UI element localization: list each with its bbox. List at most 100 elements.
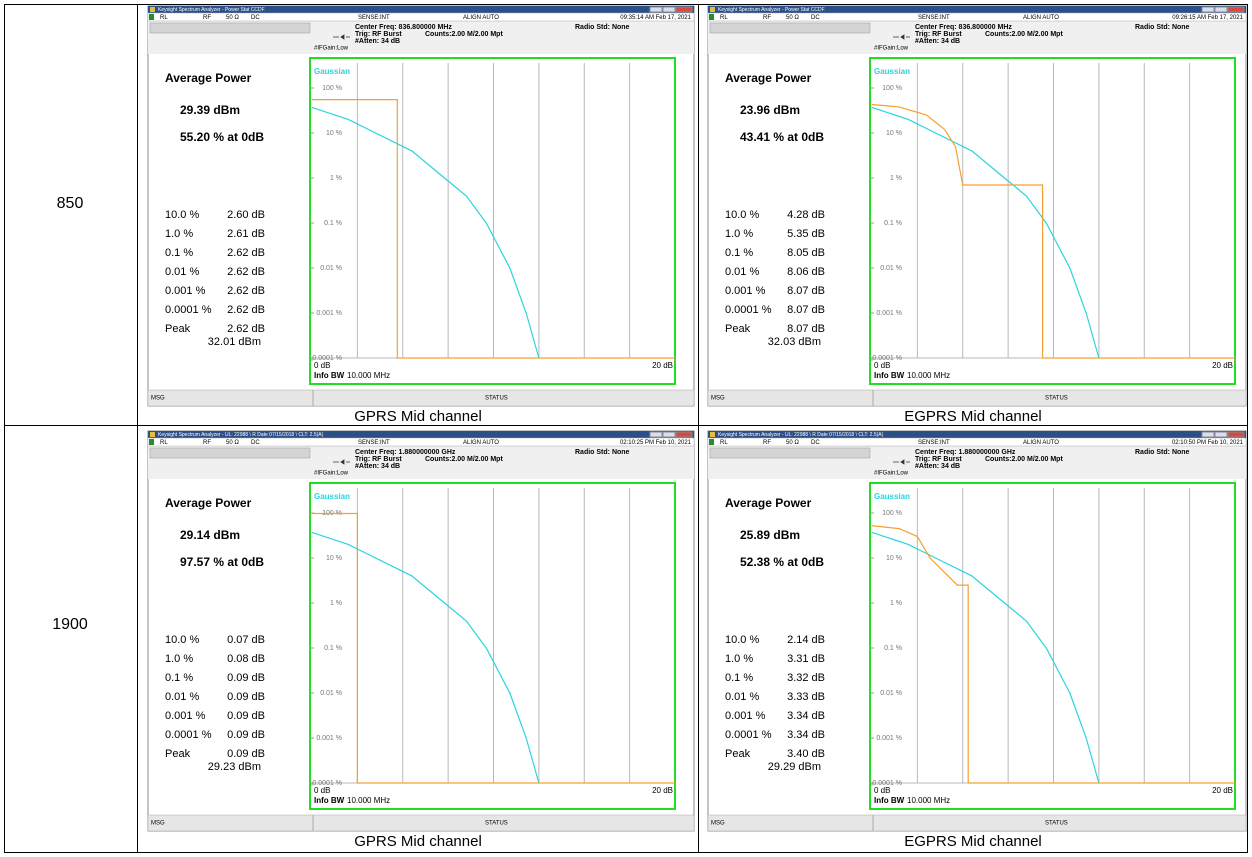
stat-db: 0.09 dB [227,691,265,703]
stat-db: 0.09 dB [227,672,265,684]
setting: Counts:2.00 M/2.00 Mpt [425,31,503,38]
setting: Trig: RF Burst [915,31,962,38]
y-tick-label: 100 % [322,85,342,92]
stat-percent: 0.0001 % [165,729,212,741]
legend-entry: Gaussian [874,492,910,501]
peak-db: 2.62 dB [227,323,265,335]
stat-percent: 1.0 % [725,228,753,240]
y-tick-label: 0.01 % [880,690,902,697]
stat-db: 8.05 dB [787,247,825,259]
status-row [707,437,1247,447]
y-tick-label: 0.0001 % [872,780,902,787]
window-button [1227,6,1245,13]
result-value: 25.89 dBm [740,528,800,542]
trace [871,525,1235,784]
setting: Center Freq: 836.800000 MHz [355,24,452,31]
status-text: 50 Ω [786,15,799,21]
status-bar [147,814,695,832]
msg: MSG [711,396,725,402]
legend-entry: Gaussian [314,492,350,501]
stat-db: 2.62 dB [227,266,265,278]
status-text: RL [720,15,728,21]
stat-percent: 0.01 % [725,266,759,278]
status-row [707,12,1247,22]
stat-percent: 0.1 % [725,672,753,684]
y-tick-label: 100 % [882,85,902,92]
x-tick-label: 20 dB [652,786,673,795]
peak-label: Peak [725,748,751,760]
peak-label: Peak [725,323,751,335]
peak-dbm: 29.23 dBm [208,761,261,773]
input-box [709,447,871,459]
status-text: RL [160,440,168,446]
status-text: SENSE:INT [358,440,390,446]
trace [871,103,1235,359]
stat-percent: 10.0 % [165,209,199,221]
status-text: 50 Ω [786,440,799,446]
result-value: 97.57 % at 0dB [180,555,264,569]
setting: Radio Std: None [1135,24,1190,31]
setting: #Atten: 34 dB [915,463,960,470]
row-label: 850 [57,195,84,212]
stat-db: 0.09 dB [227,729,265,741]
peak-db: 3.40 dB [787,748,825,760]
plot-frame [309,482,676,810]
stat-db: 3.31 dB [787,653,825,665]
y-tick-label: 1 % [330,600,342,607]
result-value: 52.38 % at 0dB [740,555,824,569]
status-text: RL [720,440,728,446]
input-box [149,447,311,459]
status-bar [707,389,1247,407]
trace [312,99,675,359]
setting: #IFGain:Low [314,46,349,52]
window-button [649,6,663,13]
setting: Radio Std: None [575,449,630,456]
y-tick-label: 10 % [886,555,902,562]
stat-percent: 0.001 % [725,710,766,722]
setting: Radio Std: None [575,24,630,31]
plot-frame [869,482,1236,810]
x-tick-label: 20 dB [1212,361,1233,370]
peak-db: 8.07 dB [787,323,825,335]
y-tick-label: 0.01 % [880,265,902,272]
caption: EGPRS Mid channel [904,408,1042,425]
x-tick-label: 0 dB [314,786,330,795]
analyzer-screenshot: Keysight Spectrum Analyzer - Power Stat … [707,5,1247,407]
analyzer-screenshot: Keysight Spectrum Analyzer - UL: 22988 \… [147,430,695,832]
status-text: RF [763,15,771,21]
status-text: DC [251,15,260,21]
title-bar [708,6,1246,13]
analyzer-screenshot: Keysight Spectrum Analyzer - Power Stat … [147,5,695,407]
setting: Trig: RF Burst [355,31,402,38]
x-tick-label: 20 dB [1212,786,1233,795]
setting: Counts:2.00 M/2.00 Mpt [985,456,1063,463]
peak-dbm: 32.01 dBm [208,336,261,348]
stat-db: 2.62 dB [227,247,265,259]
status-text: SENSE:INT [358,15,390,21]
peak-dbm: 29.29 dBm [768,761,821,773]
status-text: RF [203,440,211,446]
window-button [675,431,693,438]
result-title: Average Power [725,496,812,510]
trig-icon [893,459,910,465]
legend-entry: Gaussian [874,67,910,76]
setting: #IFGain:Low [874,471,909,477]
stat-percent: 1.0 % [165,653,193,665]
window-button [649,431,663,438]
setting: Center Freq: 1.880000000 GHz [915,449,1016,456]
y-tick-label: 100 % [882,510,902,517]
frame [147,430,695,832]
status-text: 50 Ω [226,15,239,21]
window-button [1214,6,1228,13]
status: STATUS [485,821,508,827]
title-icon [150,7,155,12]
stat-percent: 0.01 % [165,691,199,703]
x-tick-label: 0 dB [874,786,890,795]
setting: Trig: RF Burst [355,456,402,463]
info-bw-label: Info BW [314,371,345,380]
title-icon [710,432,715,437]
window-button [675,6,693,13]
stat-percent: 10.0 % [165,634,199,646]
setting: #IFGain:Low [874,46,909,52]
